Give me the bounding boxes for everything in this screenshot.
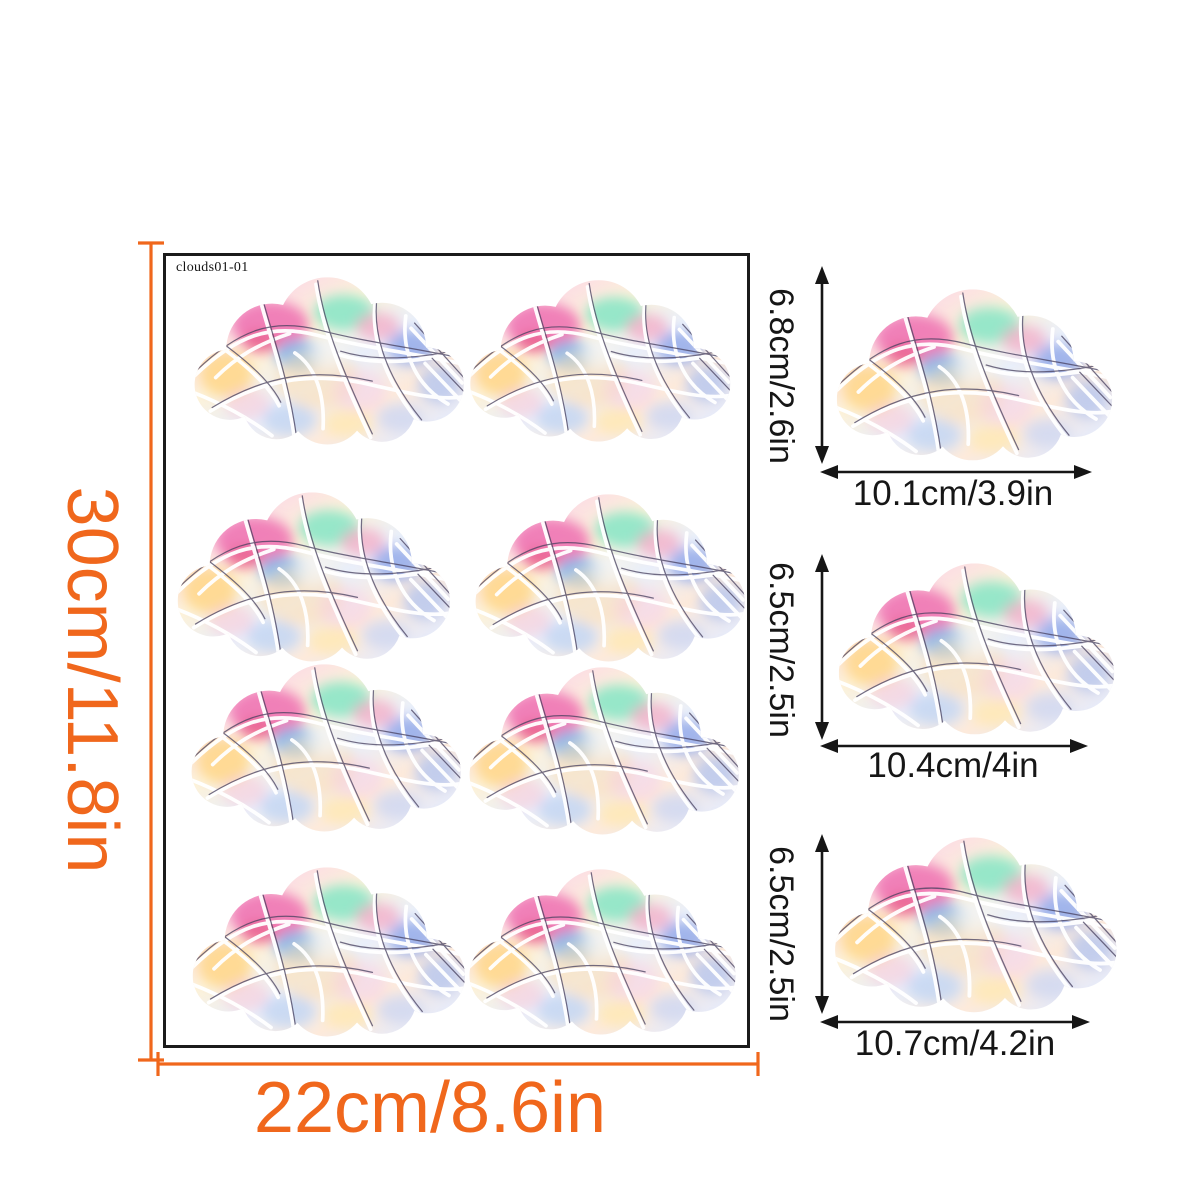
sheet-width-label: 22cm/8.6in: [253, 1068, 607, 1148]
measured-clouds: [824, 284, 1118, 1016]
sheet-cloud-grid: [167, 272, 747, 1040]
cloud2-width-arrow: [820, 739, 1088, 753]
cloud3-width-arrow: [820, 1015, 1090, 1029]
cloud1-height-label: 6.8cm/2.6in: [762, 288, 800, 464]
cloud-sticker: [459, 662, 741, 838]
cloud3-height-label: 6.5cm/2.5in: [762, 846, 800, 1022]
cloud2-height-arrow: [815, 554, 829, 740]
cloud3-width-label: 10.7cm/4.2in: [854, 1024, 1056, 1063]
cloud-sticker: [460, 275, 732, 445]
cloud-sticker: [465, 489, 747, 665]
cloud1-width-label: 10.1cm/3.9in: [852, 474, 1054, 513]
cloud1-width-arrow: [820, 465, 1092, 479]
cloud-sticker-large: [824, 832, 1118, 1016]
cloud-sticker: [181, 659, 463, 835]
sheet-code-label: clouds01-01: [176, 260, 249, 275]
sheet-height-dimension-line: [138, 241, 164, 1062]
sheet-height-label: 30cm/11.8in: [52, 486, 132, 874]
cloud3-height-arrow: [815, 834, 829, 1014]
cloud1-height-arrow: [815, 266, 829, 464]
sheet-width-dimension-line: [156, 1052, 760, 1076]
cloud-sticker-medium: [828, 558, 1116, 738]
cloud-sticker: [182, 862, 467, 1040]
sticker-sheet: [163, 253, 750, 1048]
cloud-sticker: [167, 487, 452, 665]
cloud-sticker: [184, 272, 466, 448]
cloud2-height-label: 6.5cm/2.5in: [762, 562, 800, 738]
cloud-sticker: [459, 864, 737, 1038]
cloud-sticker-small: [826, 284, 1114, 464]
cloud2-width-label: 10.4cm/4in: [867, 746, 1039, 785]
